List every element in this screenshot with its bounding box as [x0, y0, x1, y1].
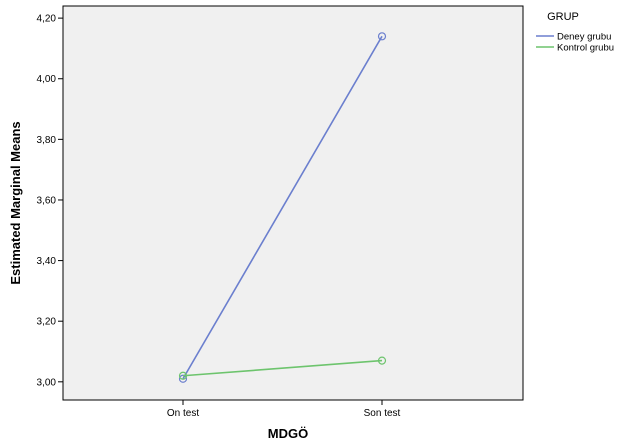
series-line-0: [182, 35, 383, 380]
legend-label-0: Deney grubu: [557, 32, 611, 43]
x-tick-label: Son test: [364, 408, 401, 419]
data-point: [377, 32, 387, 41]
legend-label-1: Kontrol grubu: [557, 43, 614, 54]
y-tick-label: 3,80: [37, 135, 57, 146]
data-point: [178, 371, 188, 380]
x-tick-label: On test: [167, 408, 199, 419]
plot-area: [62, 5, 524, 401]
series-layer: [178, 32, 387, 383]
y-tick-label: 4,20: [37, 14, 57, 25]
y-axis: 3,00 3,20 3,40 3,60 3,80 4,00 4,20: [37, 14, 63, 388]
y-tick-label: 3,20: [37, 317, 57, 328]
legend-title: GRUP: [547, 11, 579, 23]
y-tick-label: 3,60: [37, 195, 57, 206]
data-point: [377, 356, 387, 365]
y-tick-label: 4,00: [37, 74, 57, 85]
x-axis-title: MDGÖ: [268, 426, 308, 441]
y-tick-label: 3,00: [37, 377, 57, 388]
y-axis-title: Estimated Marginal Means: [8, 121, 23, 284]
x-axis: On test Son test: [167, 400, 401, 419]
y-tick-label: 3,40: [37, 256, 57, 267]
series-line-1: [182, 359, 383, 377]
